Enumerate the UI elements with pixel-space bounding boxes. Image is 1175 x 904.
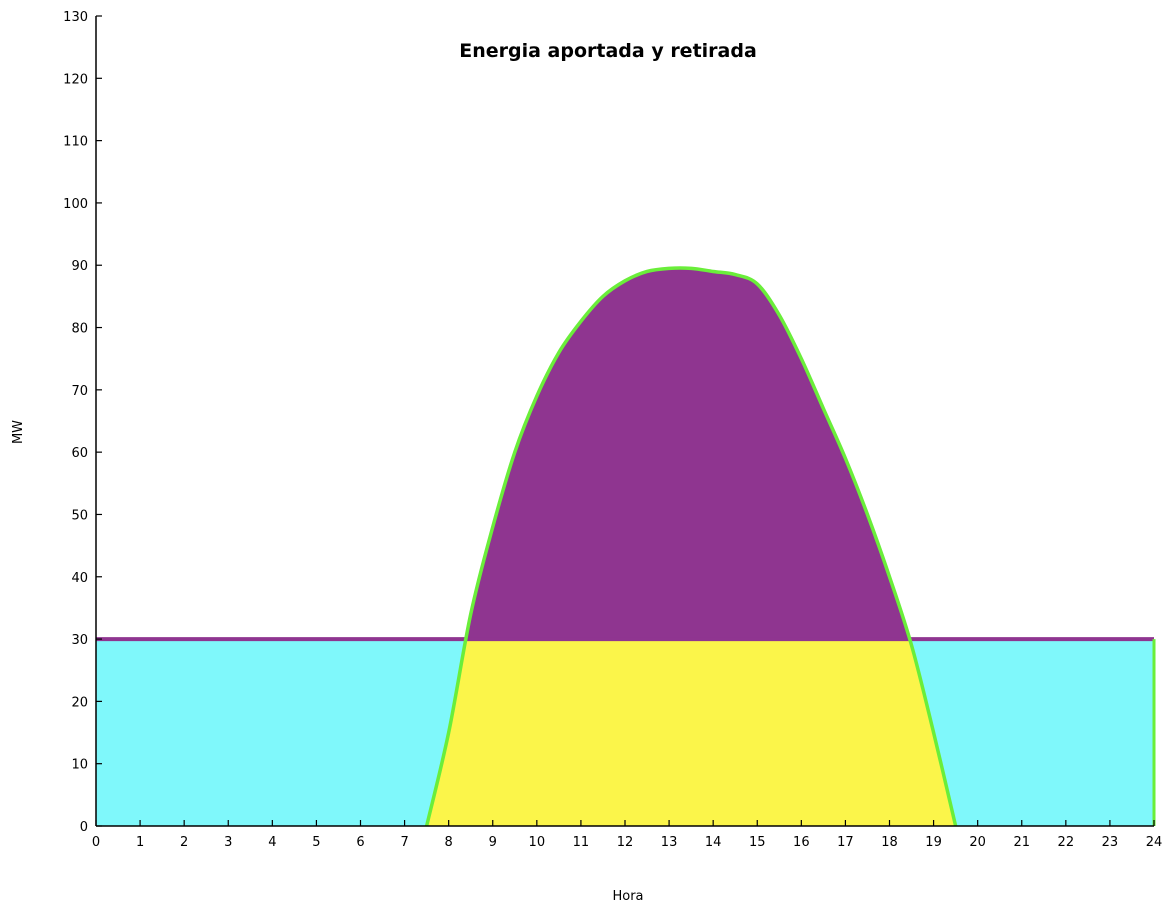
y-tick-label: 20: [71, 695, 88, 710]
chart-areas: [96, 267, 1154, 826]
x-tick-label: 5: [312, 835, 320, 850]
x-tick-label: 13: [661, 835, 678, 850]
y-tick-label: 110: [63, 135, 88, 150]
x-tick-label: 0: [92, 835, 100, 850]
x-tick-label: 18: [881, 835, 898, 850]
x-tick-label: 17: [837, 835, 854, 850]
self-consumption-area: [426, 639, 956, 826]
x-tick-label: 22: [1058, 835, 1075, 850]
y-tick-label: 50: [71, 508, 88, 523]
x-tick-label: 8: [445, 835, 453, 850]
x-tick-label: 3: [224, 835, 232, 850]
y-tick-label: 130: [63, 10, 88, 25]
x-tick-label: 21: [1013, 835, 1030, 850]
x-tick-label: 2: [180, 835, 188, 850]
y-tick-label: 90: [71, 259, 88, 274]
x-tick-label: 9: [489, 835, 497, 850]
x-tick-label: 20: [969, 835, 986, 850]
x-tick-label: 10: [529, 835, 546, 850]
x-tick-label: 7: [400, 835, 408, 850]
y-tick-label: 0: [80, 820, 88, 835]
y-axis-label: MW: [11, 420, 26, 444]
x-tick-label: 1: [136, 835, 144, 850]
chart-title: Energia aportada y retirada: [459, 40, 757, 62]
y-tick-label: 100: [63, 197, 88, 212]
y-tick-label: 10: [71, 758, 88, 773]
y-tick-label: 30: [71, 633, 88, 648]
y-tick-label: 120: [63, 72, 88, 87]
y-tick-label: 60: [71, 446, 88, 461]
y-tick-label: 40: [71, 571, 88, 586]
x-tick-label: 12: [617, 835, 634, 850]
surplus-area: [466, 267, 910, 640]
x-tick-label: 23: [1102, 835, 1119, 850]
x-tick-label: 4: [268, 835, 276, 850]
chart-lines: [96, 266, 1156, 827]
x-tick-label: 6: [356, 835, 364, 850]
y-tick-label: 80: [71, 322, 88, 337]
chart-axes: 0 1 2 3 4 5 6 7 8 9 10 11 12 13 14 15 16 17 18 19 20 21 22 23 24…: [63, 10, 1162, 850]
x-tick-label: 19: [925, 835, 942, 850]
x-tick-label: 11: [573, 835, 590, 850]
x-axis-label: Hora: [612, 889, 643, 904]
x-tick-label: 16: [793, 835, 810, 850]
x-tick-label: 24: [1146, 835, 1163, 850]
x-tick-label: 14: [705, 835, 722, 850]
y-tick-label: 70: [71, 384, 88, 399]
production-line: [424, 266, 958, 827]
x-tick-label: 15: [749, 835, 766, 850]
